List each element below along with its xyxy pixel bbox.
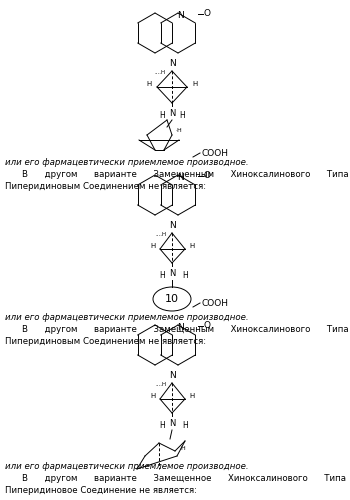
Text: N: N	[169, 220, 175, 230]
Text: H: H	[159, 420, 165, 430]
Text: Пиперидиновым Соединением не является:: Пиперидиновым Соединением не является:	[5, 337, 206, 346]
Text: O: O	[204, 172, 211, 180]
Text: или его фармацевтически приемлемое производное.: или его фармацевтически приемлемое произ…	[5, 313, 248, 322]
Text: N: N	[169, 58, 175, 68]
Text: H: H	[189, 393, 194, 399]
Text: N: N	[169, 418, 175, 428]
Text: или его фармацевтически приемлемое производное.: или его фармацевтически приемлемое произ…	[5, 462, 248, 471]
Text: Пиперидиновое Соединение не является:: Пиперидиновое Соединение не является:	[5, 486, 197, 495]
Text: N: N	[177, 172, 183, 182]
Text: H: H	[159, 110, 165, 120]
Text: ....H: ....H	[156, 382, 167, 388]
Text: N: N	[169, 268, 175, 278]
Text: N: N	[177, 322, 183, 332]
Text: В      другом      варианте      Замещенным      Хиноксалинового      Типа      : В другом варианте Замещенным Хиноксалино…	[22, 325, 350, 334]
Text: COOH: COOH	[201, 148, 228, 158]
Text: H: H	[182, 420, 188, 430]
Text: H: H	[151, 243, 156, 249]
Text: H: H	[182, 270, 188, 280]
Text: ....H: ....H	[156, 232, 167, 237]
Text: H: H	[151, 393, 156, 399]
Text: H: H	[192, 81, 197, 87]
Text: N: N	[169, 370, 175, 380]
Text: 10: 10	[165, 294, 179, 304]
Text: N: N	[177, 10, 183, 20]
Text: ....H: ....H	[155, 70, 166, 76]
Text: N: N	[169, 108, 175, 118]
Text: H: H	[189, 243, 194, 249]
Text: ·H: ·H	[179, 446, 186, 452]
Text: В      другом      варианте      Замещенным      Хиноксалинового      Типа      : В другом варианте Замещенным Хиноксалино…	[22, 170, 350, 179]
Text: O: O	[204, 10, 211, 18]
Text: H: H	[147, 81, 152, 87]
Text: В      другом      варианте      Замещенное      Хиноксалинового      Типа      : В другом варианте Замещенное Хиноксалино…	[22, 474, 350, 483]
Text: COOH: COOH	[201, 298, 228, 308]
Text: ·H: ·H	[175, 128, 182, 132]
Text: или его фармацевтически приемлемое производное.: или его фармацевтически приемлемое произ…	[5, 158, 248, 167]
Text: H: H	[179, 110, 185, 120]
Text: Пиперидиновым Соединением не является:: Пиперидиновым Соединением не является:	[5, 182, 206, 191]
Text: O: O	[204, 322, 211, 330]
Text: H: H	[159, 270, 165, 280]
